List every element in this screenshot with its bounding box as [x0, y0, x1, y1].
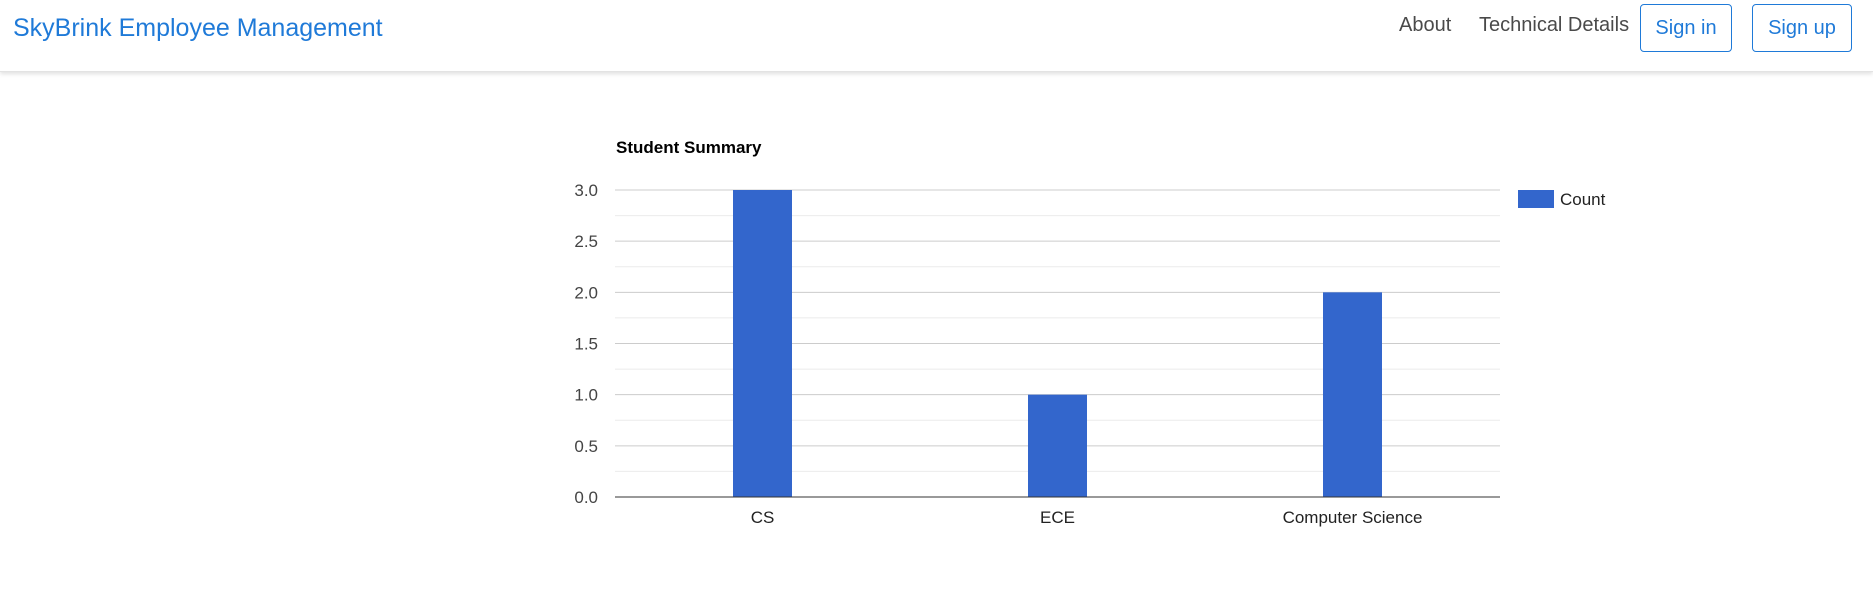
- brand-link[interactable]: SkyBrink Employee Management: [13, 14, 383, 42]
- legend-label: Count: [1560, 190, 1606, 209]
- chart-title: Student Summary: [616, 138, 762, 157]
- legend-swatch: [1518, 190, 1554, 208]
- x-tick-label: Computer Science: [1283, 508, 1423, 527]
- y-tick-label: 1.0: [574, 386, 598, 405]
- nav-link-about[interactable]: About: [1399, 14, 1452, 36]
- y-tick-label: 1.5: [574, 335, 598, 354]
- y-tick-label: 2.5: [574, 232, 598, 251]
- y-tick-label: 3.0: [574, 181, 598, 200]
- sign-in-button[interactable]: Sign in: [1640, 4, 1732, 52]
- bar-computer-science: [1323, 292, 1382, 497]
- bar-chart-svg: Student Summary 0.0 0.5 1.0 1.5 2.0 2.5 3.0 CS EC…: [574, 138, 1606, 527]
- bar-ece: [1028, 394, 1087, 497]
- student-summary-chart: Student Summary 0.0 0.5 1.0 1.5 2.0 2.5 3.0 CS EC…: [560, 130, 1620, 550]
- bar-cs: [733, 190, 792, 497]
- x-tick-label: CS: [751, 508, 775, 527]
- sign-up-button[interactable]: Sign up: [1752, 4, 1852, 52]
- y-tick-label: 0.5: [574, 437, 598, 456]
- top-navbar: SkyBrink Employee Management About Techn…: [0, 0, 1873, 72]
- x-tick-label: ECE: [1040, 508, 1075, 527]
- nav-link-technical-details[interactable]: Technical Details: [1479, 14, 1630, 36]
- y-tick-label: 2.0: [574, 283, 598, 302]
- y-tick-label: 0.0: [574, 488, 598, 507]
